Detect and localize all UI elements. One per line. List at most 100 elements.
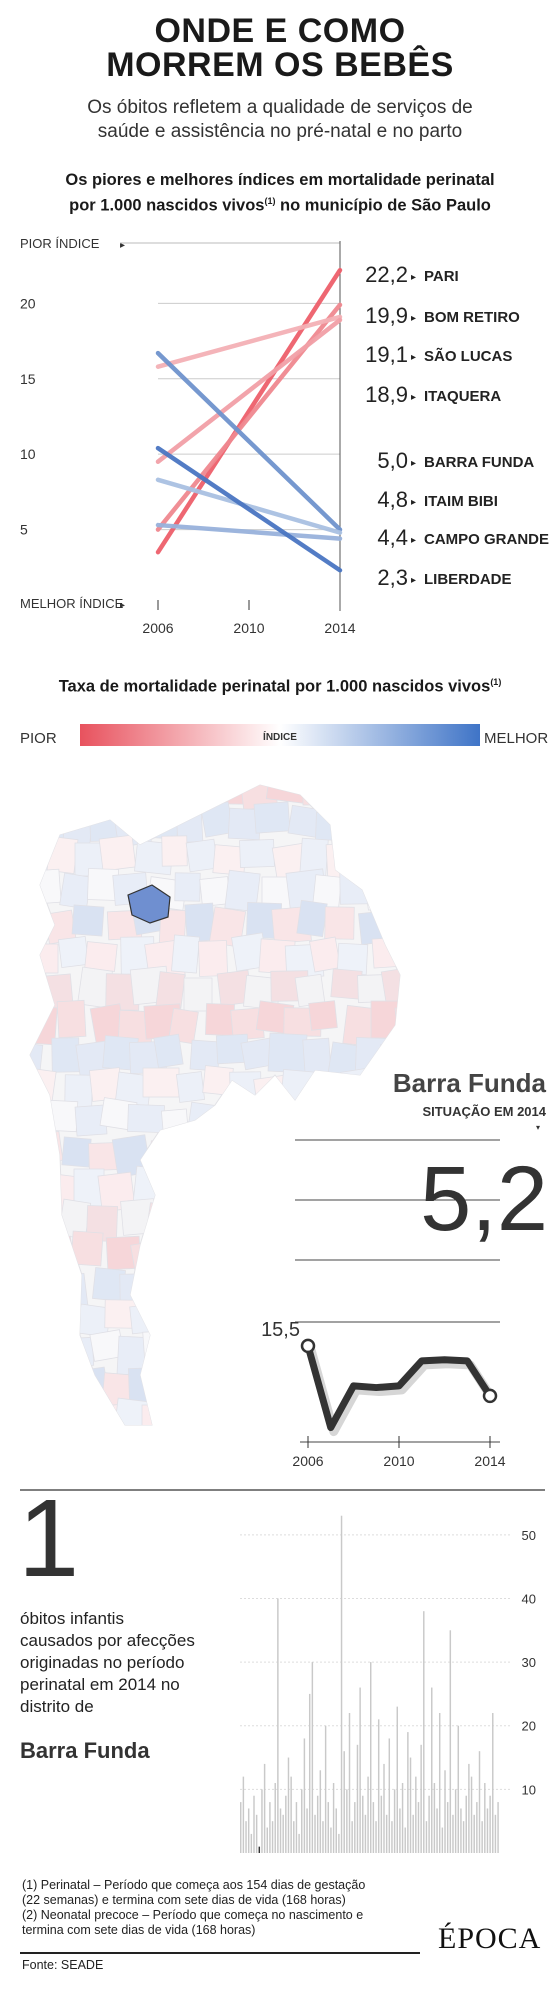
map-district bbox=[205, 1003, 235, 1036]
value-label: 19,9 bbox=[365, 303, 408, 328]
bar bbox=[401, 1783, 404, 1853]
y-tick-label: 20 bbox=[20, 295, 36, 311]
bar bbox=[314, 1814, 316, 1853]
district-line bbox=[304, 1344, 493, 1432]
bar bbox=[431, 1687, 433, 1853]
series-name-label: PARI bbox=[424, 268, 459, 285]
bar bbox=[263, 1763, 266, 1853]
bar bbox=[261, 1789, 263, 1853]
bar bbox=[412, 1814, 414, 1853]
bars-y-tick-label: 50 bbox=[522, 1528, 536, 1543]
bar bbox=[295, 1802, 298, 1853]
bar bbox=[377, 1719, 380, 1853]
footer-rule bbox=[20, 1952, 420, 1954]
highlight-bar bbox=[258, 1846, 261, 1853]
bar bbox=[335, 1808, 337, 1853]
district-start-point bbox=[300, 1338, 316, 1354]
map-district bbox=[349, 835, 389, 876]
bar bbox=[290, 1776, 292, 1853]
label-arrow: ▸ bbox=[411, 497, 416, 508]
bar bbox=[473, 1814, 475, 1853]
map-district bbox=[365, 809, 400, 852]
bars-y-tick-label: 10 bbox=[522, 1782, 536, 1797]
map-district bbox=[399, 867, 400, 903]
series-name-label: ITAQUERA bbox=[424, 388, 501, 405]
bar bbox=[240, 1802, 242, 1853]
map-district bbox=[30, 969, 44, 998]
map-district bbox=[308, 1000, 338, 1031]
desc-line: óbitos infantis bbox=[20, 1609, 124, 1628]
map-district bbox=[34, 868, 62, 905]
bar bbox=[385, 1814, 388, 1853]
bar bbox=[457, 1725, 460, 1853]
bar bbox=[391, 1821, 393, 1853]
bar bbox=[417, 1802, 420, 1853]
map-district bbox=[174, 872, 201, 902]
district-panel: Barra Funda SITUAÇÃO EM 2014 ▾ 5,2 15,5 2006 2… bbox=[261, 1068, 548, 1469]
deaths-district-name: Barra Funda bbox=[20, 1738, 150, 1763]
situation-label: SITUAÇÃO EM 2014 bbox=[422, 1104, 546, 1119]
map-district bbox=[88, 805, 122, 842]
bar bbox=[277, 1598, 279, 1853]
bar bbox=[372, 1802, 375, 1853]
map-district bbox=[75, 785, 109, 819]
bar bbox=[367, 1776, 369, 1853]
bar bbox=[449, 1630, 452, 1853]
map-district bbox=[59, 872, 92, 910]
bar bbox=[245, 1821, 247, 1853]
map-district bbox=[30, 906, 46, 939]
bar bbox=[428, 1795, 430, 1853]
bar bbox=[266, 1827, 268, 1853]
sao-paulo-map bbox=[29, 784, 401, 1426]
map-district bbox=[265, 785, 308, 804]
series-line bbox=[155, 267, 343, 555]
bar bbox=[327, 1802, 330, 1853]
series-name-label: CAMPO GRANDE bbox=[424, 531, 549, 548]
deaths-description: óbitos infantis causados por afecções orig… bbox=[20, 1608, 230, 1718]
label-arrow: ▸ bbox=[411, 272, 416, 283]
bar bbox=[497, 1802, 499, 1853]
bar bbox=[359, 1687, 361, 1853]
district-x-tick-label: 2014 bbox=[474, 1453, 505, 1469]
map-district bbox=[84, 941, 118, 972]
map-district bbox=[309, 936, 341, 973]
legend-left-label: PIOR bbox=[20, 730, 57, 747]
bars-y-tick-label: 30 bbox=[522, 1655, 536, 1670]
bar bbox=[287, 1757, 290, 1853]
epoca-logo: ÉPOCA bbox=[438, 1922, 542, 1955]
map-district bbox=[394, 1003, 400, 1045]
y-tick-label: 5 bbox=[20, 522, 28, 538]
bar bbox=[486, 1808, 489, 1853]
district-first-label: 15,5 bbox=[261, 1319, 300, 1341]
bar bbox=[444, 1770, 446, 1853]
deaths-count: 1 bbox=[18, 1477, 80, 1600]
bar bbox=[489, 1795, 491, 1853]
bar bbox=[481, 1821, 483, 1853]
bar bbox=[460, 1808, 462, 1853]
series-line bbox=[155, 522, 343, 541]
map-district bbox=[383, 903, 400, 939]
bar bbox=[478, 1751, 481, 1853]
series-name-label: LIBERDADE bbox=[424, 571, 512, 588]
map-district bbox=[71, 904, 105, 937]
map-district bbox=[353, 785, 389, 805]
bars-y-tick-label: 40 bbox=[522, 1591, 536, 1606]
bar bbox=[303, 1738, 306, 1853]
legend-bar bbox=[80, 724, 480, 746]
map-district bbox=[324, 906, 355, 940]
bar bbox=[393, 1789, 396, 1853]
y-bottom-arrow: ▸ bbox=[120, 600, 125, 611]
label-arrow: ▸ bbox=[411, 535, 416, 546]
map-district bbox=[396, 939, 400, 975]
map-district bbox=[224, 869, 261, 913]
district-x-tick-label: 2006 bbox=[292, 1453, 323, 1469]
bar bbox=[388, 1738, 391, 1853]
district-line-shadow bbox=[306, 1348, 497, 1437]
map-district bbox=[33, 943, 59, 974]
legend-right-label: MELHOR bbox=[484, 730, 548, 747]
bar bbox=[465, 1795, 467, 1853]
bar bbox=[351, 1821, 353, 1853]
bar bbox=[409, 1757, 412, 1853]
bar bbox=[441, 1827, 444, 1853]
